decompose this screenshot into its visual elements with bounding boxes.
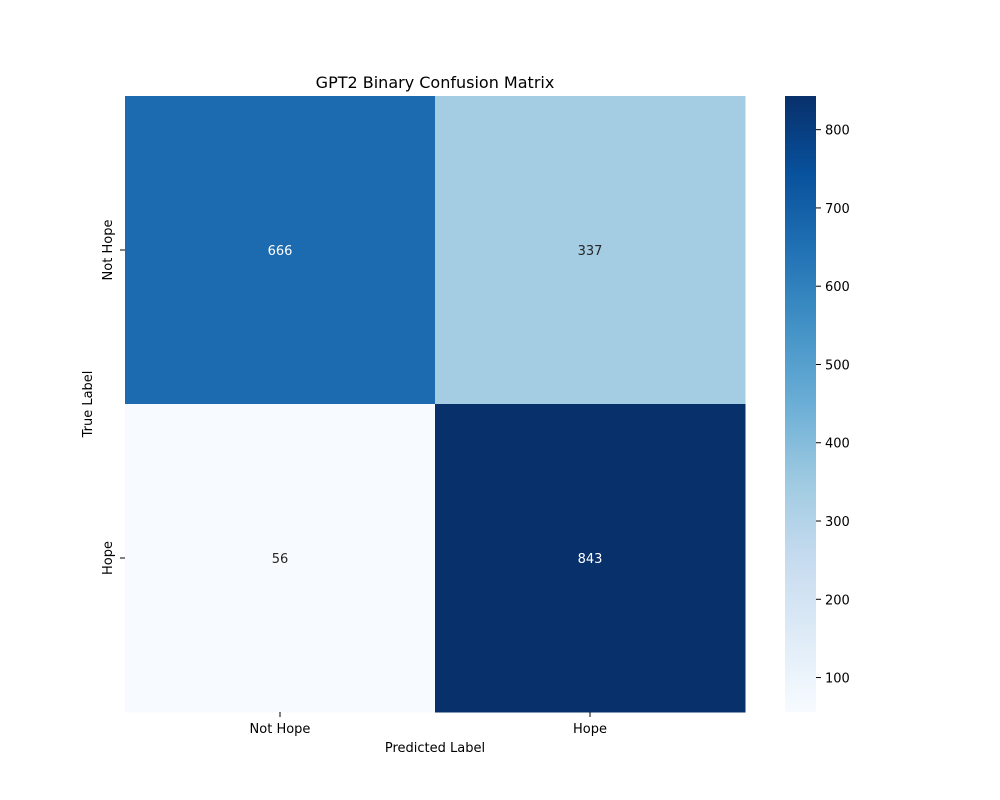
- cell-value-label: 337: [578, 244, 603, 259]
- colorbar-tick-label: 300: [825, 515, 850, 530]
- colorbar-tick-label: 100: [825, 672, 850, 687]
- y-axis-label: True Label: [81, 371, 96, 439]
- colorbar-tick-label: 800: [825, 124, 850, 139]
- colorbar-tick-label: 700: [825, 202, 850, 217]
- heatmap-cell: [125, 96, 436, 405]
- y-tick-label: Hope: [101, 541, 116, 575]
- y-tick-label: Not Hope: [101, 220, 116, 281]
- colorbar: [785, 96, 816, 712]
- heatmap-cell: [125, 404, 436, 713]
- y-axis-ticks: Not Hope Hope: [101, 220, 125, 575]
- x-tick-label: Not Hope: [250, 722, 311, 737]
- x-axis-ticks: Not Hope Hope: [250, 712, 607, 737]
- heatmap-cell-labels: 666 337 56 843: [268, 244, 603, 567]
- heatmap-cell: [435, 404, 746, 713]
- heatmap-cells: [125, 96, 746, 713]
- colorbar-tick-label: 600: [825, 280, 850, 295]
- heatmap-cell: [435, 96, 746, 405]
- colorbar-ticks: 100 200 300 400 500 600 700 800: [816, 124, 850, 687]
- cell-value-label: 56: [272, 552, 289, 567]
- cell-value-label: 843: [578, 552, 603, 567]
- colorbar-tick-label: 400: [825, 437, 850, 452]
- chart-title: GPT2 Binary Confusion Matrix: [316, 73, 555, 92]
- x-tick-label: Hope: [573, 722, 607, 737]
- colorbar-tick-label: 500: [825, 358, 850, 373]
- x-axis-label: Predicted Label: [385, 741, 485, 756]
- colorbar-tick-label: 200: [825, 593, 850, 608]
- cell-value-label: 666: [268, 244, 293, 259]
